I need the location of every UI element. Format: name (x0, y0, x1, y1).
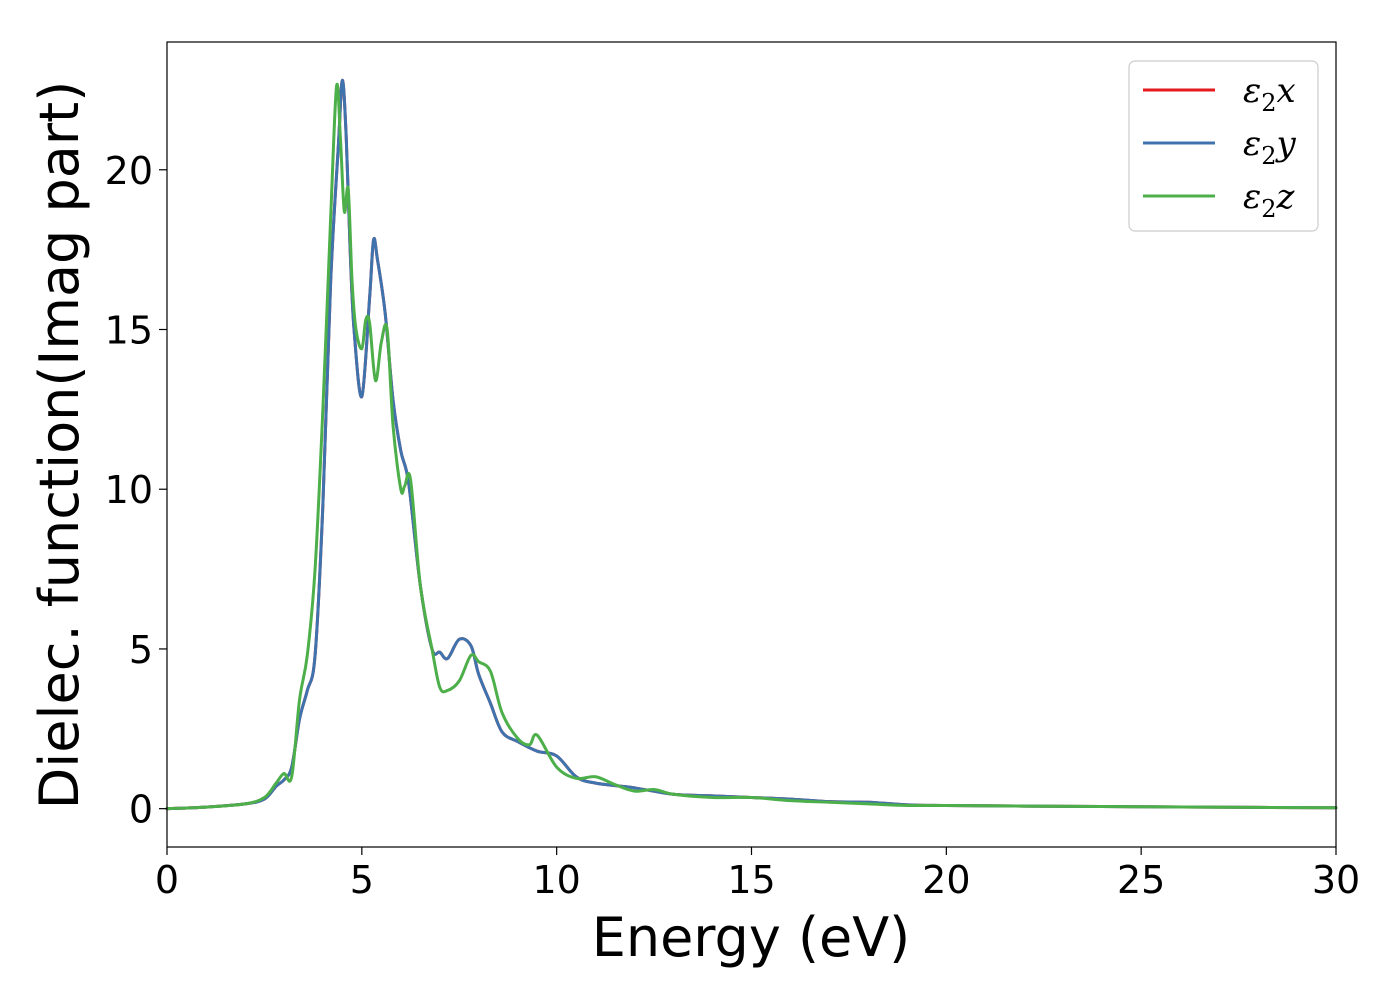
legend-symbol: ε (1243, 177, 1261, 217)
legend-axis-letter: y (1275, 124, 1297, 164)
legend-symbol: ε (1243, 124, 1261, 164)
legend-axis-letter: z (1276, 177, 1296, 217)
x-tick-label: 25 (1117, 858, 1165, 902)
y-tick-label: 20 (105, 149, 153, 193)
x-tick-label: 5 (350, 858, 374, 902)
x-tick-label: 20 (922, 858, 970, 902)
legend-subscript: 2 (1261, 89, 1276, 117)
legend-subscript: 2 (1261, 142, 1276, 170)
x-tick-label: 15 (727, 858, 775, 902)
legend-symbol: ε (1243, 71, 1261, 111)
y-tick-label: 5 (129, 628, 153, 672)
y-tick-label: 0 (129, 788, 153, 832)
y-axis-label: Dielec. function(Imag part) (28, 81, 91, 810)
x-axis-label: Energy (eV) (592, 906, 911, 969)
x-tick-label: 0 (155, 858, 179, 902)
legend-label-z: ε2z (1243, 177, 1296, 223)
series-layer (165, 78, 1338, 811)
y-tick-label: 10 (105, 468, 153, 512)
y-axis-ticks: 0 5 10 15 20 (105, 149, 167, 832)
x-tick-label: 30 (1312, 858, 1360, 902)
legend-axis-letter: x (1277, 71, 1296, 111)
legend-subscript: 2 (1261, 195, 1276, 223)
y-tick-label: 15 (105, 309, 153, 353)
x-tick-label: 10 (532, 858, 580, 902)
legend-frame (1128, 60, 1319, 232)
legend-label-x: ε2x (1243, 71, 1296, 117)
legend-label-y: ε2y (1243, 124, 1297, 170)
x-axis-ticks: 0 5 10 15 20 25 30 (155, 847, 1360, 902)
series-line-z (165, 82, 1338, 811)
